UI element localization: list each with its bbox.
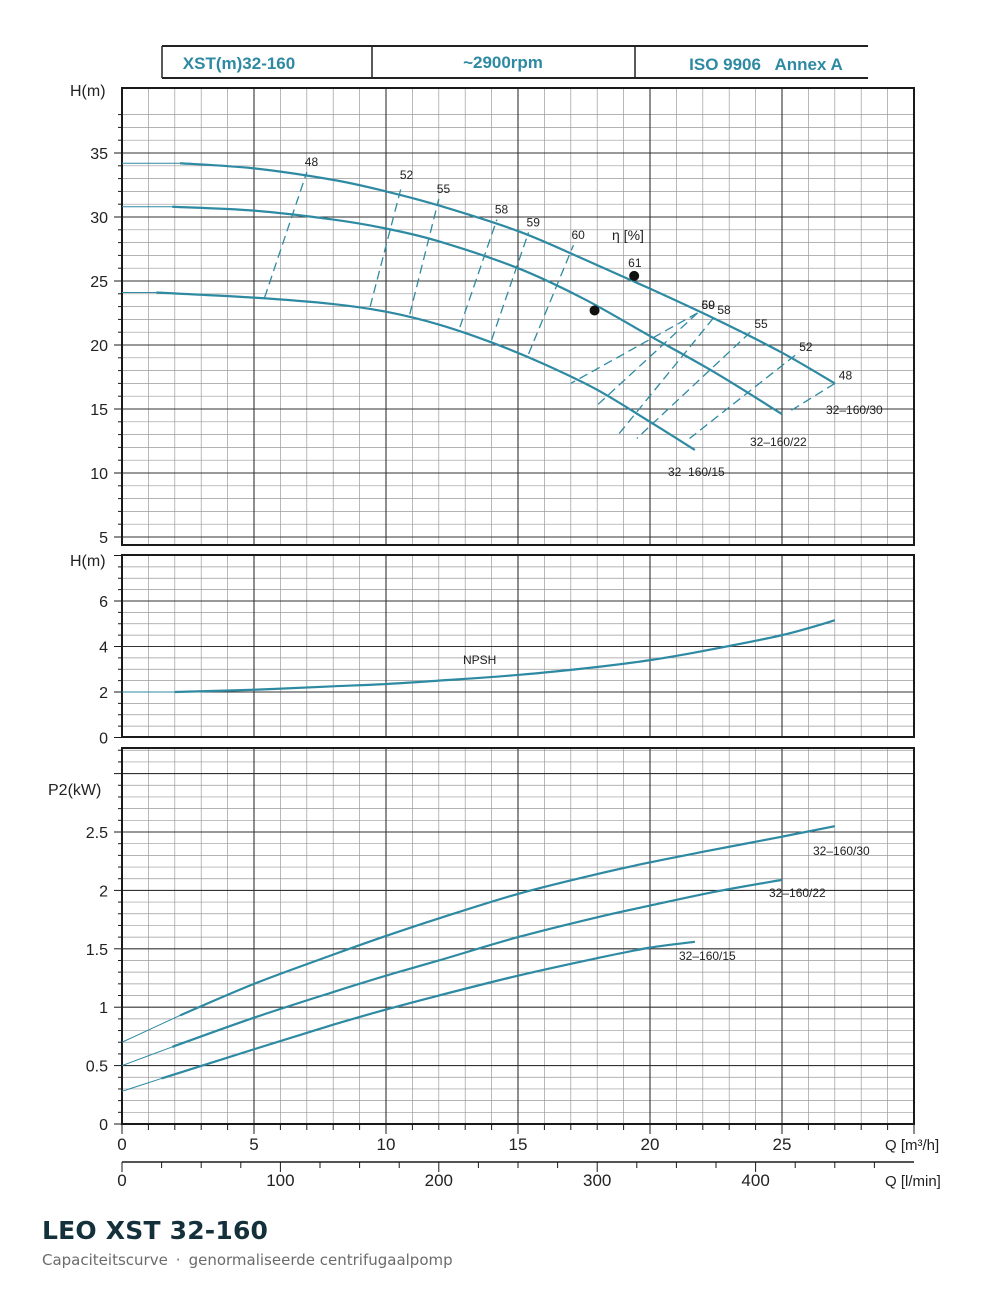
product-title: LEO XST 32-160 [42,1216,269,1245]
eta-label-left-58: 58 [495,203,509,217]
eta-line-left-48 [263,171,308,298]
head-curve-1 [172,205,783,416]
eta-label-left-59: 59 [527,215,541,229]
y-tick-label: 0 [99,1117,108,1134]
power-curve-2 [161,940,696,1080]
y-tick-label: 2 [99,685,108,702]
x2-tick-label: 0 [117,1171,126,1190]
eta-line-left-55 [409,198,440,315]
head-curve-0 [180,162,836,385]
x-tick-label: 10 [377,1135,396,1154]
bep-point [629,270,640,281]
x2-tick-label: 400 [741,1171,769,1190]
eta-label-right-60: 60 [702,298,716,312]
eta-line-left-59 [490,232,530,341]
power-series-label-15: 32–160/15 [679,949,736,963]
eta-line-right-48 [786,382,836,414]
header-box: XST(m)32-160 ~2900rpm ISO 9906 Annex A [161,45,868,79]
y-tick-label: 20 [90,338,108,355]
eta-label-left-55: 55 [437,182,451,196]
npsh-axis-label: H(m) [70,553,106,570]
x-tick-label: 15 [509,1135,528,1154]
head-series-label-22: 32–160/22 [750,435,807,449]
header-speed: ~2900rpm [463,53,543,72]
y-tick-label: 6 [99,594,108,611]
x2-tick-label: 200 [425,1171,453,1190]
product-subtitle: Capaciteitscurve · genormaliseerde centrif… [42,1251,453,1269]
npsh-curve [174,619,836,694]
power-curve-0-extension [121,1014,181,1043]
head-axis-label: H(m) [70,83,106,100]
eta-label-left-60: 60 [571,228,585,242]
eta-label-right-52: 52 [799,340,813,354]
y-tick-label: 4 [99,640,108,657]
bep-label: 61 [628,256,642,270]
x-tick-label: 0 [117,1135,126,1154]
header-standard: ISO 9906 Annex A [689,55,843,74]
head-series-label-15: 32–160/15 [668,465,725,479]
eta-line-right-55 [636,331,751,439]
eta-label-left-48: 48 [305,155,319,169]
eta-line-left-60 [527,244,575,355]
power-series-label-22: 32–160/22 [769,886,826,900]
y-tick-label: 0 [99,731,108,748]
footer-title-block: LEO XST 32-160 Capaciteitscurve · genormal… [42,1216,453,1269]
eta-line-left-58 [459,219,498,328]
eta-label-right-55: 55 [754,317,768,331]
x-tick-label: 5 [249,1135,258,1154]
x-tick-label: 20 [641,1135,660,1154]
power-axis-label: P2(kW) [48,782,101,799]
y-tick-label: 25 [90,274,108,291]
eta-line-right-59 [596,312,698,406]
y-tick-label: 10 [90,466,108,483]
y-tick-label: 2.5 [86,825,108,842]
subtitle-right: genormaliseerde centrifugaalpomp [188,1251,453,1269]
y-tick-label: 15 [90,402,108,419]
y-tick-label: 30 [90,210,108,227]
eta-axis-label: η [%] [612,227,644,243]
x2-tick-label: 100 [266,1171,294,1190]
power-series-label-30: 32–160/30 [813,844,870,858]
bep-point [589,305,600,316]
x-axis-label: Q [m³/h] [885,1137,939,1154]
eta-line-left-52 [369,184,403,307]
y-tick-label: 2 [99,883,108,900]
eta-line-right-52 [689,354,796,439]
x2-tick-label: 300 [583,1171,611,1190]
eta-label-left-52: 52 [400,168,414,182]
head-curve-2 [156,291,696,451]
power-curve-2-extension [121,1077,162,1092]
pump-performance-chart: 5101520253035024600.511.522.5H(m)H(m)P2(… [48,45,941,1190]
head-series-label-30: 32–160/30 [826,403,883,417]
eta-line-right-58 [617,317,714,436]
eta-label-right-59: 59 [702,298,716,312]
y-tick-label: 35 [90,146,108,163]
eta-label-right-58: 58 [717,303,731,317]
power-curve-0 [179,825,836,1017]
subtitle-left: Capaciteitscurve [42,1251,168,1269]
y-tick-label: 5 [99,530,108,547]
subtitle-separator: · [175,1251,181,1269]
y-tick-label: 1.5 [86,942,108,959]
x2-axis-label: Q [l/min] [885,1173,941,1190]
eta-line-right-60 [570,312,698,384]
npsh-label: NPSH [463,653,496,667]
eta-label-right-48: 48 [839,368,853,382]
x-tick-label: 25 [773,1135,792,1154]
header-model: XST(m)32-160 [183,54,295,73]
y-tick-label: 1 [99,1000,108,1017]
power-curve-1-extension [121,1046,173,1067]
panel-frame-head [121,87,915,546]
y-tick-label: 0.5 [86,1059,108,1076]
power-curve-1 [171,878,783,1048]
